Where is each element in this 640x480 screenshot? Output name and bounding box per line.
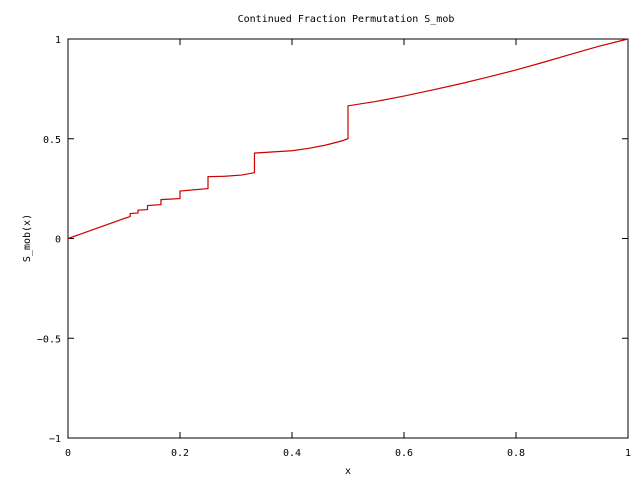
x-tick-label: 0.2 bbox=[171, 448, 189, 459]
y-tick-label: −1 bbox=[49, 434, 61, 445]
x-tick-label: 0.6 bbox=[395, 448, 413, 459]
y-axis-label: S_mob(x) bbox=[22, 214, 33, 262]
y-tick-label: 1 bbox=[55, 35, 61, 46]
x-tick-label: 1 bbox=[625, 448, 631, 459]
x-axis-ticks: 0 0.2 0.4 0.6 0.8 1 bbox=[65, 39, 631, 459]
x-tick-label: 0 bbox=[65, 448, 71, 459]
y-tick-label: 0.5 bbox=[43, 135, 61, 146]
x-axis-label: x bbox=[345, 466, 351, 477]
plot-frame bbox=[67, 38, 629, 439]
chart-title: Continued Fraction Permutation S_mob bbox=[238, 14, 455, 25]
y-tick-label: −0.5 bbox=[37, 334, 61, 345]
series-layer bbox=[67, 38, 629, 240]
x-tick-label: 0.8 bbox=[507, 448, 525, 459]
y-tick-label: 0 bbox=[55, 235, 61, 246]
series-line-0 bbox=[67, 38, 629, 240]
y-axis-ticks: −1 −0.5 0 0.5 1 bbox=[37, 35, 628, 445]
x-tick-label: 0.4 bbox=[283, 448, 301, 459]
